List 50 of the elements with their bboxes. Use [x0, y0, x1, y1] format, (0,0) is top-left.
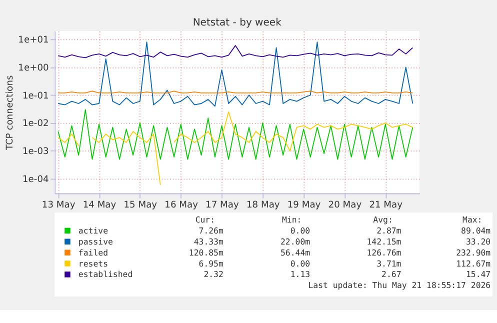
text: 112.67m — [456, 258, 491, 268]
text: 2.67 — [382, 269, 402, 280]
legend-label: active — [78, 225, 108, 236]
text: 120.85m — [188, 247, 224, 258]
text: 33.20 — [466, 236, 491, 246]
y-tick-label: 1e+00 — [18, 63, 49, 74]
x-tick-label: 19 May — [287, 200, 322, 210]
legend-label: established — [78, 269, 133, 280]
y-tick-label: 1e-02 — [22, 119, 49, 130]
text: 3.71m — [376, 258, 402, 268]
x-tick-label: 16 May — [164, 200, 199, 210]
text: 43.33m — [194, 236, 224, 246]
text: 142.15m — [366, 236, 402, 246]
y-tick-label: 1e-01 — [22, 91, 49, 102]
line-series — [58, 42, 414, 107]
x-tick-label: 17 May — [206, 200, 240, 210]
text: 89.04m — [461, 225, 491, 236]
text: 0.00 — [290, 258, 310, 268]
line-series — [58, 45, 414, 58]
text: 1.13 — [290, 269, 310, 280]
text: Min: — [282, 214, 302, 224]
text: 15.47 — [466, 269, 491, 280]
x-tick-label: 13 May — [42, 200, 76, 210]
x-tick-label: 14 May — [82, 200, 117, 210]
text: 232.90m — [456, 247, 491, 258]
chart-title: Netstat - by week — [192, 18, 282, 29]
text: Avg: — [373, 214, 393, 224]
y-axis-title: TCP connections — [6, 74, 16, 151]
text: 2.32 — [204, 269, 224, 280]
text: Cur: — [195, 214, 216, 224]
text: Last update: Thu May 21 18:55:17 2026 — [308, 280, 491, 290]
legend-label: resets — [78, 258, 108, 268]
y-tick-label: 1e-04 — [22, 174, 49, 185]
x-tick-label: 18 May — [246, 200, 280, 210]
x-tick-label: 20 May — [328, 200, 362, 210]
y-tick-label: 1e-03 — [22, 147, 49, 158]
legend-label: failed — [78, 247, 108, 258]
text: 6.95m — [198, 258, 224, 268]
text: 126.76m — [366, 247, 402, 258]
legend-label: passive — [78, 236, 113, 246]
x-tick-label: 15 May — [124, 200, 158, 210]
line-series — [58, 109, 414, 160]
text: 7.26m — [198, 225, 224, 236]
x-tick-label: 21 May — [369, 200, 404, 210]
y-tick-label: 1e+01 — [18, 36, 49, 46]
text: 2.87m — [376, 225, 402, 236]
text: 56.44m — [280, 247, 310, 258]
text: Max: — [462, 214, 482, 224]
text: 22.00m — [280, 236, 310, 246]
text: 0.00 — [290, 225, 310, 236]
